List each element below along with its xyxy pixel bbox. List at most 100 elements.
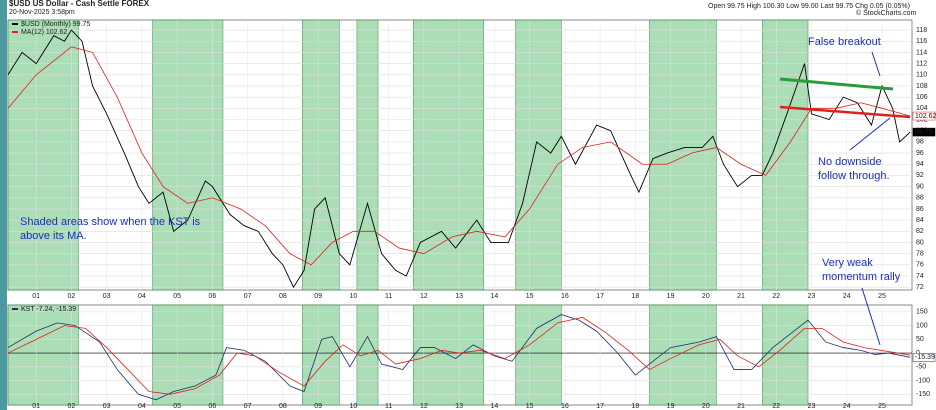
x-tick-label: 15 bbox=[526, 403, 534, 410]
legend-swatch bbox=[12, 31, 18, 33]
x-tick-label: 13 bbox=[455, 403, 463, 410]
x-tick-label: 11 bbox=[385, 403, 392, 410]
annotation: Very weak momentum rally bbox=[822, 257, 901, 283]
x-tick-label: 19 bbox=[667, 403, 675, 410]
y-tick-label: 72 bbox=[916, 284, 924, 291]
x-tick-label: 16 bbox=[561, 293, 569, 300]
shaded-range bbox=[515, 19, 562, 291]
x-tick-label: 15 bbox=[526, 293, 534, 300]
legend-swatch bbox=[12, 308, 18, 310]
y-tick-label: 78 bbox=[916, 251, 924, 258]
shaded-range bbox=[152, 304, 224, 406]
x-tick-label: 17 bbox=[596, 403, 604, 410]
y-tick-label: 98 bbox=[916, 139, 924, 146]
quote: Open 99.75 High 100.30 Low 99.00 Last 99… bbox=[708, 3, 910, 10]
credit: © StockCharts.com bbox=[856, 9, 917, 17]
plot-layer: 7274767880828486889092949698100102104106… bbox=[7, 19, 936, 410]
x-tick-label: 20 bbox=[702, 293, 710, 300]
y-tick-label: 96 bbox=[916, 150, 924, 157]
x-tick-label: 18 bbox=[631, 403, 639, 410]
x-tick-label: 06 bbox=[209, 293, 217, 300]
x-tick-label: 05 bbox=[173, 403, 181, 410]
x-tick-label: 24 bbox=[843, 293, 851, 300]
y-tick-label: 104 bbox=[916, 105, 928, 112]
x-tick-label: 02 bbox=[68, 293, 76, 300]
x-tick-label: 12 bbox=[420, 293, 428, 300]
x-tick-label: 21 bbox=[737, 293, 745, 300]
last-value-box bbox=[912, 353, 936, 362]
side-bar bbox=[0, 0, 7, 410]
x-tick-label: 24 bbox=[843, 403, 851, 410]
y-tick-label: 74 bbox=[916, 273, 924, 280]
last-value-label: 102.62 bbox=[915, 113, 936, 120]
x-tick-label: 17 bbox=[596, 293, 604, 300]
last-value-label: -15.39 bbox=[915, 354, 935, 361]
shaded-range bbox=[152, 19, 224, 291]
arrow bbox=[849, 117, 891, 151]
x-tick-label: 09 bbox=[314, 403, 322, 410]
x-tick-label: 25 bbox=[878, 293, 886, 300]
series-line bbox=[7, 29, 911, 289]
y-tick-label: 90 bbox=[916, 183, 924, 190]
x-tick-label: 05 bbox=[173, 293, 181, 300]
x-tick-label: 25 bbox=[878, 403, 886, 410]
x-tick-label: 13 bbox=[455, 293, 463, 300]
shaded-range bbox=[7, 304, 79, 406]
y-tick-label: 94 bbox=[916, 161, 924, 168]
x-tick-label: 04 bbox=[138, 293, 146, 300]
x-tick-label: 14 bbox=[490, 293, 498, 300]
x-tick-label: 09 bbox=[314, 293, 322, 300]
series-line bbox=[7, 46, 911, 266]
y-tick-label: 114 bbox=[916, 49, 927, 56]
annotation: False breakout bbox=[808, 36, 881, 48]
y-tick-label: 106 bbox=[916, 94, 928, 101]
shaded-range bbox=[649, 304, 717, 406]
y-tick-label: 150 bbox=[916, 309, 928, 316]
annotation: No downside follow through. bbox=[818, 156, 890, 182]
shaded-range bbox=[356, 19, 379, 291]
x-tick-label: 03 bbox=[103, 403, 111, 410]
x-tick-label: 23 bbox=[808, 403, 816, 410]
y-tick-label: -100 bbox=[916, 377, 930, 384]
legend-entry: MA(12) 102.62 bbox=[21, 29, 67, 36]
x-tick-label: 02 bbox=[68, 403, 76, 410]
x-tick-label: 11 bbox=[385, 293, 392, 300]
trend-line bbox=[779, 105, 911, 119]
x-tick-label: 07 bbox=[244, 403, 252, 410]
y-tick-label: 80 bbox=[916, 239, 924, 246]
series-line bbox=[7, 316, 911, 395]
x-tick-label: 01 bbox=[32, 403, 40, 410]
x-tick-label: 19 bbox=[667, 293, 675, 300]
x-tick-label: 06 bbox=[209, 403, 217, 410]
y-tick-label: 100 bbox=[916, 322, 928, 329]
arrow bbox=[861, 287, 881, 346]
y-tick-label: 50 bbox=[916, 336, 924, 343]
shaded-range bbox=[302, 304, 340, 406]
x-tick-label: 22 bbox=[772, 293, 780, 300]
shaded-range bbox=[356, 304, 379, 406]
y-tick-label: 108 bbox=[916, 83, 928, 90]
y-tick-label: 118 bbox=[916, 27, 927, 34]
last-value-box bbox=[912, 111, 936, 121]
y-tick-label: 84 bbox=[916, 217, 924, 224]
y-tick-label: 112 bbox=[916, 60, 927, 67]
shaded-range bbox=[515, 304, 562, 406]
x-tick-label: 14 bbox=[490, 403, 498, 410]
y-tick-label: 76 bbox=[916, 262, 924, 269]
y-tick-label: 88 bbox=[916, 195, 924, 202]
x-tick-label: 21 bbox=[737, 403, 745, 410]
last-value-box bbox=[912, 127, 936, 137]
y-tick-label: 110 bbox=[916, 72, 927, 79]
symbol: $USD US Dollar - Cash Settle FOREX bbox=[9, 0, 150, 8]
last-value-label: 99.75 bbox=[915, 129, 933, 136]
x-tick-label: 01 bbox=[32, 293, 40, 300]
x-tick-label: 10 bbox=[349, 293, 357, 300]
arrow bbox=[871, 51, 881, 77]
shaded-range bbox=[761, 304, 809, 406]
shaded-range bbox=[413, 304, 485, 406]
x-tick-label: 22 bbox=[772, 403, 780, 410]
x-tick-label: 12 bbox=[420, 403, 428, 410]
y-tick-label: 116 bbox=[916, 38, 927, 45]
y-tick-label: 82 bbox=[916, 228, 924, 235]
